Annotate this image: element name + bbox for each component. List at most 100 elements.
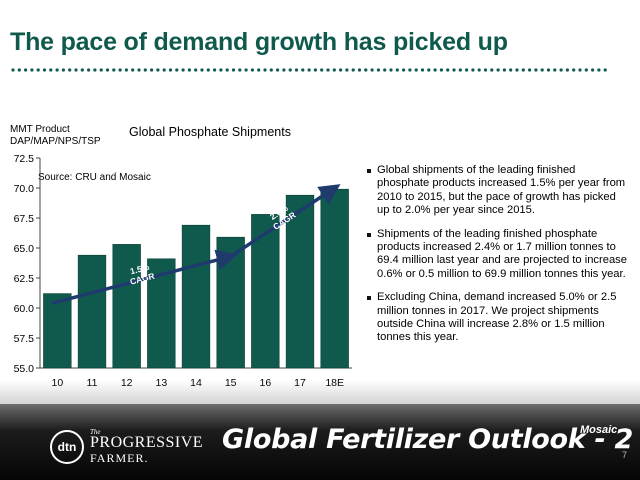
- divider-dot: [446, 68, 450, 72]
- divider-dot: [231, 68, 236, 72]
- divider-dot: [131, 68, 135, 72]
- divider-dot: [471, 68, 475, 72]
- divider-dot: [301, 68, 305, 72]
- divider-dot: [181, 68, 185, 72]
- divider-dot: [55, 68, 59, 72]
- divider-dot: [420, 68, 425, 72]
- bullet-item: Shipments of the leading finished phosph…: [366, 228, 630, 282]
- x-tick-label: 13: [155, 377, 167, 389]
- divider-dot: [194, 68, 198, 72]
- divider-dot: [168, 68, 173, 72]
- y-axis-label: DAP/MAP/NPS/TSP: [10, 136, 101, 147]
- bar: [43, 293, 72, 369]
- divider-dot: [36, 68, 40, 72]
- x-tick-label: 12: [121, 377, 133, 389]
- divider-dot: [603, 68, 607, 72]
- y-tick-label: 57.5: [14, 333, 35, 345]
- divider-dot: [345, 68, 349, 72]
- divider-dot: [597, 68, 601, 72]
- logo-the: The: [90, 428, 101, 436]
- divider-dot: [175, 68, 179, 72]
- divider-dot: [414, 68, 418, 72]
- divider-dot: [282, 68, 286, 72]
- divider-dot: [528, 68, 532, 72]
- divider-dot: [389, 68, 393, 72]
- divider-dot: [150, 68, 154, 72]
- divider-dot: [162, 68, 166, 72]
- divider-dot: [156, 68, 160, 72]
- divider-dot: [477, 68, 481, 72]
- bar: [77, 254, 107, 369]
- cagr-arrow: [51, 249, 238, 305]
- x-tick-label: 15: [225, 377, 237, 389]
- cagr-label-text: 1.5%: [129, 262, 151, 277]
- mosaic-logo: Mosaic: [580, 424, 618, 436]
- divider-dot: [294, 68, 299, 72]
- divider-dot: [502, 68, 506, 72]
- divider-dot: [395, 68, 399, 72]
- divider-dot: [288, 68, 292, 72]
- divider-dot: [137, 68, 141, 72]
- divider-dot: [490, 68, 494, 72]
- divider-dot: [143, 68, 147, 72]
- y-tick-label: 60.0: [14, 303, 35, 315]
- cagr-arrow: [229, 184, 341, 258]
- bullet-item: Global shipments of the leading finished…: [366, 164, 630, 218]
- divider-dot: [320, 68, 324, 72]
- divider-dot: [565, 68, 570, 72]
- divider-dot: [578, 68, 582, 72]
- divider-dot: [93, 68, 97, 72]
- divider-dot: [74, 68, 78, 72]
- divider-dot: [509, 68, 513, 72]
- divider-dot: [376, 68, 380, 72]
- divider-dot: [269, 68, 273, 72]
- divider-dot: [30, 68, 34, 72]
- divider-dot: [206, 68, 210, 72]
- divider-dot: [257, 68, 261, 72]
- divider-dot: [546, 68, 551, 72]
- divider-dot: [496, 68, 500, 72]
- bullet-list: Global shipments of the leading finished…: [366, 164, 630, 355]
- divider-dot: [427, 68, 431, 72]
- divider-dot: [521, 68, 525, 72]
- divider-dot: [515, 68, 519, 72]
- divider-dot: [364, 68, 368, 72]
- divider-dot: [439, 68, 443, 72]
- divider-dot: [408, 68, 412, 72]
- divider-dot: [263, 68, 267, 72]
- divider-dot: [339, 68, 343, 72]
- footer-title: Global Fertilizer Outlook - 2: [222, 424, 634, 455]
- divider-dot: [332, 68, 336, 72]
- divider-dot: [49, 68, 53, 72]
- bar: [320, 188, 349, 369]
- divider-dot: [11, 68, 15, 72]
- progressive-farmer-logo: dtn The PROGRESSIVE FARMER.: [50, 426, 210, 470]
- divider-dot: [433, 68, 437, 72]
- divider-dot: [225, 68, 229, 72]
- bar: [251, 214, 280, 369]
- divider-dot: [351, 68, 355, 72]
- divider-dot: [124, 68, 128, 72]
- divider-dot: [112, 68, 116, 72]
- slide-title: The pace of demand growth has picked up: [10, 28, 508, 56]
- divider-dot: [250, 68, 254, 72]
- divider-dot: [200, 68, 204, 72]
- divider-dot: [584, 68, 588, 72]
- divider-dot: [238, 68, 242, 72]
- divider-dot: [187, 68, 191, 72]
- chart-source: Source: CRU and Mosaic: [38, 172, 151, 183]
- x-tick-label: 17: [294, 377, 306, 389]
- divider-dot: [213, 68, 217, 72]
- divider-dot: [326, 68, 330, 72]
- divider-dot: [591, 68, 595, 72]
- logo-farmer: FARMER.: [90, 451, 149, 465]
- divider-dot: [17, 68, 21, 72]
- footer-fade: [0, 380, 640, 406]
- x-tick-label: 11: [87, 377, 98, 389]
- y-tick-label: 72.5: [14, 153, 35, 165]
- footer-banner: dtn The PROGRESSIVE FARMER. Global Ferti…: [0, 404, 640, 480]
- divider-dot: [553, 68, 557, 72]
- x-tick-label: 10: [51, 377, 63, 389]
- y-tick-label: 62.5: [14, 273, 35, 285]
